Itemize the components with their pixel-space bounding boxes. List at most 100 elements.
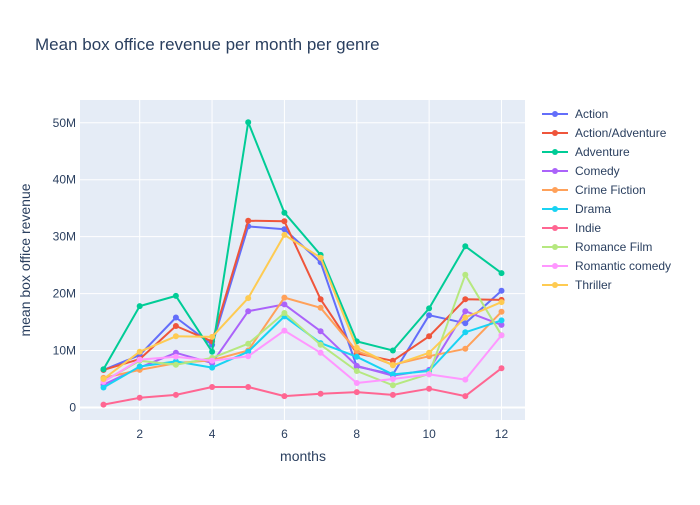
data-point-action <box>281 226 288 233</box>
legend-label: Romantic comedy <box>575 259 671 273</box>
x-axis-label: months <box>280 448 326 464</box>
series-layer <box>100 119 505 408</box>
data-point-comedy <box>281 301 288 308</box>
data-point-romance-film <box>462 271 469 278</box>
data-point-romance-film <box>389 382 396 389</box>
legend-swatch-marker <box>552 130 558 136</box>
legend-item-action: Action <box>542 107 608 121</box>
legend-swatch-marker <box>552 187 558 193</box>
data-point-romantic-comedy <box>281 327 288 334</box>
y-axis-ticks: 0 10M 20M 30M 40M 50M <box>53 116 77 415</box>
legend-label: Adventure <box>575 145 630 159</box>
data-point-adventure <box>498 270 505 277</box>
data-point-indie <box>209 384 216 390</box>
data-point-action <box>462 320 469 327</box>
grid <box>80 100 525 420</box>
data-point-romantic-comedy <box>353 380 360 386</box>
legend-item-action-adventure: Action/Adventure <box>542 126 667 140</box>
data-point-indie <box>281 393 288 400</box>
data-point-action-adventure <box>245 217 252 224</box>
data-point-romantic-comedy <box>462 376 469 383</box>
data-point-action <box>426 312 433 319</box>
chart-title: Mean box office revenue per month per ge… <box>35 35 380 54</box>
data-point-adventure <box>136 303 143 310</box>
data-point-adventure <box>389 347 396 354</box>
legend-swatch-marker <box>552 244 558 250</box>
legend-label: Thriller <box>575 278 612 292</box>
legend-swatch-marker <box>552 149 558 155</box>
x-tick-label: 8 <box>353 427 360 441</box>
legend-label: Drama <box>575 202 611 216</box>
data-point-adventure <box>462 243 469 250</box>
data-point-action-adventure <box>172 323 179 329</box>
legend-swatch-marker <box>552 225 558 231</box>
data-point-thriller <box>100 376 107 382</box>
data-point-thriller <box>426 349 433 356</box>
data-point-indie <box>389 391 396 398</box>
legend-label: Indie <box>575 221 601 235</box>
legend-swatch-marker <box>552 111 558 117</box>
data-point-adventure <box>426 305 433 312</box>
data-point-adventure <box>209 348 216 355</box>
legend-item-thriller: Thriller <box>542 278 612 292</box>
data-point-drama <box>353 353 360 360</box>
data-point-indie <box>136 394 143 401</box>
legend-swatch-marker <box>552 206 558 212</box>
y-tick-label: 40M <box>53 173 76 187</box>
legend-item-comedy: Comedy <box>542 164 620 178</box>
series-line-action-adventure <box>103 219 502 371</box>
data-point-thriller <box>498 299 505 306</box>
data-point-comedy <box>317 328 324 335</box>
data-point-adventure <box>245 119 252 126</box>
series-line-romance-film <box>103 273 503 387</box>
y-tick-label: 50M <box>53 116 76 130</box>
y-tick-label: 30M <box>53 230 76 244</box>
data-point-drama <box>209 364 216 371</box>
data-point-thriller <box>136 348 143 355</box>
series-line-adventure <box>102 121 503 370</box>
legend-label: Romance Film <box>575 240 652 254</box>
legend-item-romance-film: Romance Film <box>542 240 652 254</box>
data-point-romance-film <box>245 340 252 347</box>
data-point-crime-fiction <box>498 308 505 315</box>
data-point-romantic-comedy <box>245 353 252 360</box>
data-point-indie <box>426 385 433 392</box>
data-point-romantic-comedy <box>209 357 216 364</box>
data-point-thriller <box>389 362 396 369</box>
y-tick-label: 20M <box>53 287 76 301</box>
data-point-action-adventure <box>462 296 469 303</box>
legend: Action Action/Adventure Adventure Comedy Cri… <box>542 107 671 292</box>
data-point-thriller <box>281 231 288 238</box>
series-adventure <box>100 119 505 373</box>
data-point-indie <box>317 390 324 397</box>
data-point-indie <box>462 393 469 400</box>
data-point-indie <box>172 391 179 398</box>
series-romantic-comedy <box>100 327 505 386</box>
series-line-romantic-comedy <box>102 329 503 384</box>
y-tick-label: 10M <box>53 344 76 358</box>
series-line-indie <box>103 367 503 406</box>
data-point-thriller <box>209 333 216 340</box>
data-point-romantic-comedy <box>317 349 324 356</box>
data-point-romance-film <box>172 361 179 368</box>
data-point-action-adventure <box>281 218 288 225</box>
legend-item-drama: Drama <box>542 202 611 216</box>
x-tick-label: 12 <box>495 427 509 441</box>
legend-swatch-marker <box>552 263 558 269</box>
legend-item-crime-fiction: Crime Fiction <box>542 183 646 197</box>
data-point-thriller <box>353 344 360 351</box>
data-point-romantic-comedy <box>426 371 433 378</box>
data-point-action <box>172 314 179 321</box>
data-point-indie <box>100 401 107 408</box>
data-point-comedy <box>353 362 360 369</box>
data-point-romantic-comedy <box>498 332 505 339</box>
data-point-comedy <box>498 321 505 328</box>
legend-label: Action <box>575 107 608 121</box>
data-point-indie <box>245 384 252 390</box>
legend-swatch-marker <box>552 282 558 288</box>
data-point-romantic-comedy <box>389 376 396 382</box>
x-axis-ticks: 2 4 6 8 10 12 <box>136 427 508 441</box>
data-point-drama <box>100 384 107 391</box>
